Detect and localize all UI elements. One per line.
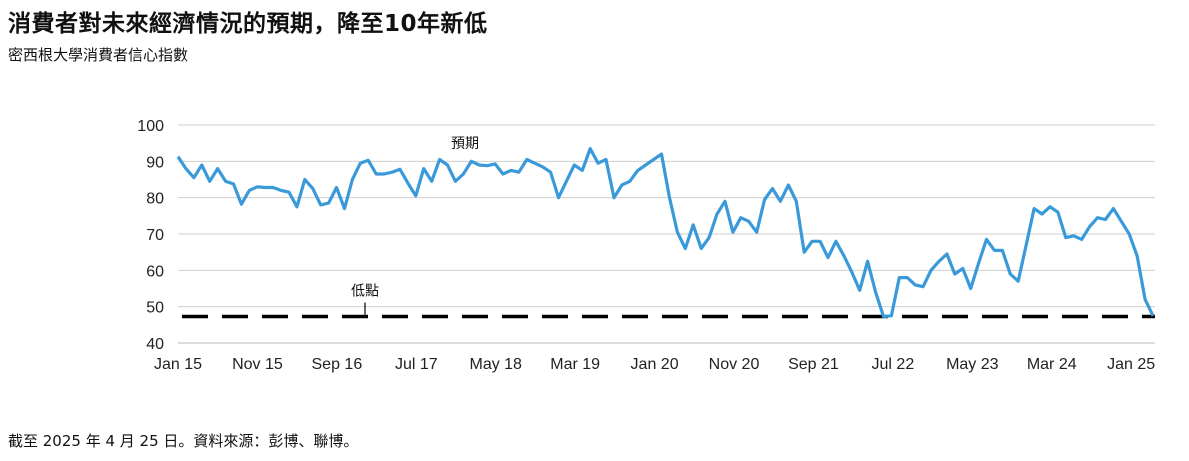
x-tick-label: Sep 21 <box>788 356 839 373</box>
x-axis: Jan 15 Nov 15 Sep 16 Jul 17 May 18 Mar 19 Jan … <box>154 356 1155 373</box>
y-tick-label: 100 <box>137 118 164 135</box>
x-tick-label: May 18 <box>469 356 522 373</box>
x-tick-label: Jul 17 <box>395 356 438 373</box>
x-tick-label: May 23 <box>946 356 999 373</box>
reference-label-low: 低點 <box>351 283 379 299</box>
x-tick-label: Jan 25 <box>1107 356 1155 373</box>
source-note: 截至 2025 年 4 月 25 日。資料來源：彭博、聯博。 <box>8 432 359 450</box>
x-tick-label: Jul 22 <box>872 356 915 373</box>
y-tick-label: 80 <box>146 191 164 208</box>
x-tick-label: Jan 20 <box>631 356 679 373</box>
series-line-expectations <box>176 147 1155 319</box>
x-tick-label: Mar 24 <box>1027 356 1077 373</box>
chart-title: 消費者對未來經濟情況的預期，降至10年新低 <box>8 11 488 37</box>
x-tick-label: Mar 19 <box>550 356 600 373</box>
y-tick-label: 70 <box>146 227 164 244</box>
x-tick-label: Nov 15 <box>232 356 283 373</box>
x-tick-label: Nov 20 <box>709 356 760 373</box>
x-tick-label: Sep 16 <box>312 356 363 373</box>
y-tick-label: 40 <box>146 336 164 353</box>
y-tick-label: 50 <box>146 300 164 317</box>
y-axis: 40 50 60 70 80 90 100 <box>137 118 164 353</box>
series-label-expectations: 預期 <box>451 136 479 152</box>
x-tick-label: Jan 15 <box>154 356 202 373</box>
chart-subtitle: 密西根大學消費者信心指數 <box>8 46 189 64</box>
y-tick-label: 60 <box>146 263 164 280</box>
y-tick-label: 90 <box>146 154 164 171</box>
gridlines <box>178 124 1155 344</box>
